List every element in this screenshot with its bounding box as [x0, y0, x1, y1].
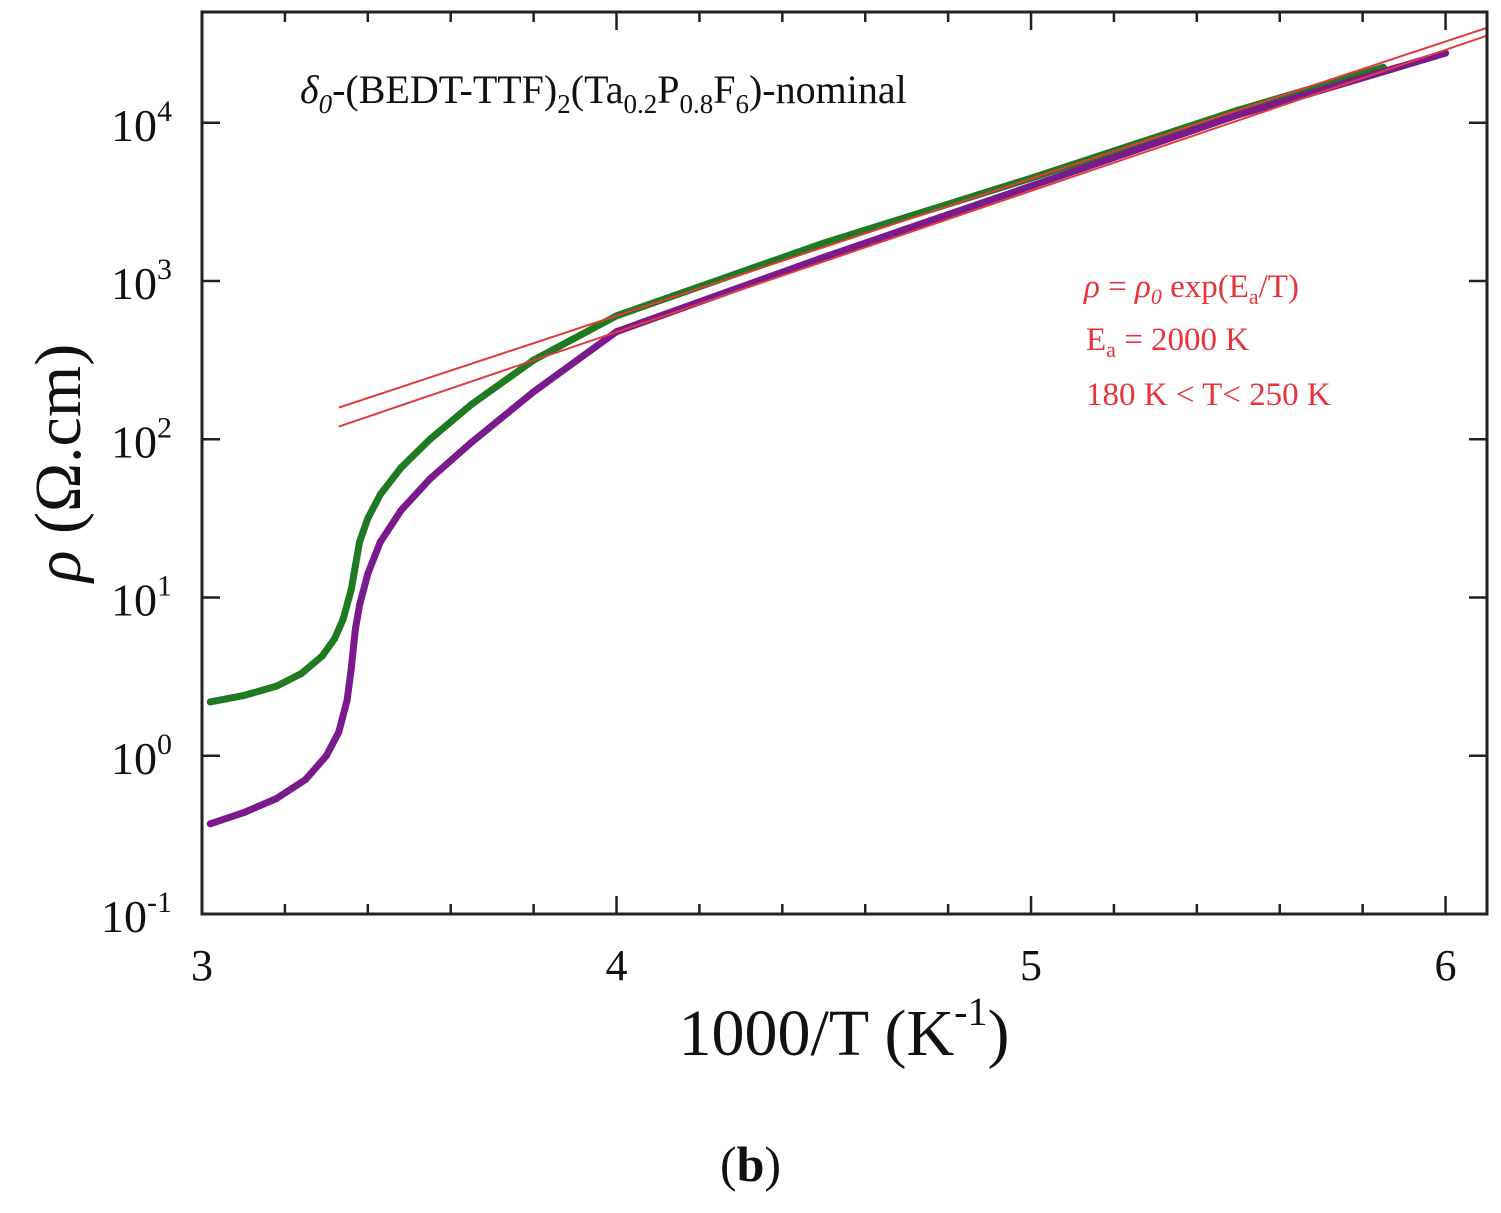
data-point-sample-purple — [302, 775, 310, 783]
data-point-sample-green — [467, 400, 475, 408]
data-point-sample-green — [273, 682, 281, 690]
y-tick-label: 102 — [111, 411, 172, 467]
panel-label: (b) — [719, 1136, 782, 1192]
data-point-sample-green — [239, 692, 247, 700]
series-sample-purple — [206, 49, 1450, 828]
data-point-sample-purple — [364, 570, 372, 578]
data-point-sample-purple — [820, 253, 828, 261]
data-point-sample-purple — [530, 388, 538, 396]
x-tick-label: 3 — [191, 941, 213, 990]
x-tick-label: 6 — [1435, 941, 1457, 990]
annotation-line-3: 180 K < T< 250 K — [1086, 377, 1331, 413]
data-point-sample-green — [376, 491, 384, 499]
y-tick-label: 100 — [111, 728, 172, 784]
annotation-line-1: ρ = ρ0 exp(Ea/T) — [1083, 269, 1299, 309]
data-point-sample-green — [347, 586, 355, 594]
data-point-sample-green — [318, 652, 326, 660]
annotation-line-2: Ea = 2000 K — [1086, 322, 1249, 362]
data-point-sample-purple — [397, 506, 405, 514]
data-point-sample-purple — [343, 696, 351, 704]
data-point-sample-purple — [426, 475, 434, 483]
x-tick-label: 5 — [1020, 941, 1042, 990]
data-point-sample-green — [397, 464, 405, 472]
fit-1-line — [338, 26, 1488, 409]
data-point-sample-purple — [356, 601, 364, 609]
y-tick-label: 103 — [111, 253, 172, 309]
data-point-sample-purple — [335, 728, 343, 736]
data-point-sample-purple — [351, 625, 359, 633]
data-point-sample-green — [426, 435, 434, 443]
data-point-sample-green — [364, 514, 372, 522]
data-point-sample-purple — [1027, 182, 1035, 190]
data-point-sample-green — [331, 635, 339, 643]
x-tick-label: 4 — [606, 941, 628, 990]
data-point-sample-purple — [239, 809, 247, 817]
y-axis-title: ρ (Ω.cm) — [22, 344, 95, 584]
data-point-sample-green — [206, 698, 214, 706]
data-point-sample-green — [356, 538, 364, 546]
data-point-sample-green — [820, 239, 828, 247]
data-point-sample-purple — [1234, 111, 1242, 119]
data-point-sample-purple — [273, 794, 281, 802]
data-point-sample-green — [339, 616, 347, 624]
y-tick-label: 104 — [111, 95, 172, 151]
chart-title: δ0-(BEDT-TTF)2(Ta0.2P0.8F6)-nominal — [300, 67, 907, 119]
fit-2-line — [338, 34, 1488, 428]
data-point-sample-purple — [376, 538, 384, 546]
fit-annotation: ρ = ρ0 exp(Ea/T) Ea = 2000 K 180 K < T< … — [1083, 269, 1331, 413]
plot-frame — [200, 10, 1489, 916]
data-point-sample-purple — [206, 820, 214, 828]
data-point-sample-green — [297, 669, 305, 677]
data-point-sample-purple — [467, 438, 475, 446]
y-tick-label: 101 — [111, 570, 172, 626]
x-axis-title: 1000/T (K-1) — [679, 989, 1010, 1070]
data-point-sample-green — [351, 562, 359, 570]
data-point-sample-purple — [322, 752, 330, 760]
data-point-sample-purple — [347, 665, 355, 673]
y-tick-label: 10-1 — [101, 886, 172, 942]
